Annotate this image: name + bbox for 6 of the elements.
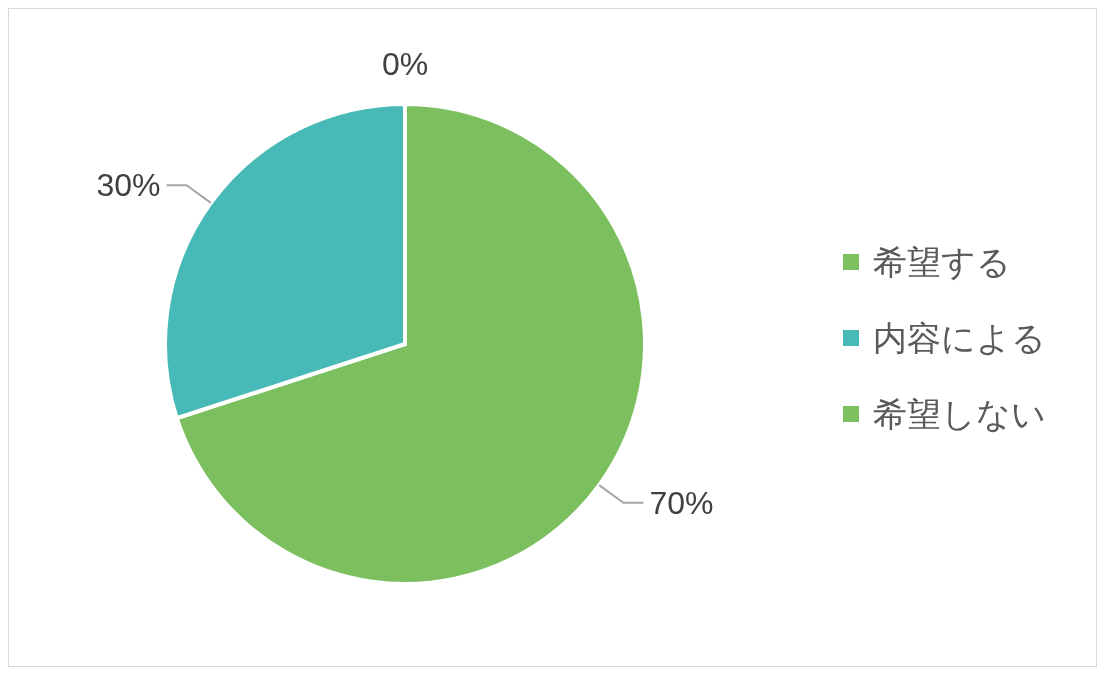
data-label: 70%: [649, 484, 714, 521]
legend-label: 内容による: [873, 316, 1046, 360]
text: 0%: [381, 46, 429, 82]
legend-label: 希望する: [873, 240, 1011, 284]
legend-label: 希望しない: [873, 392, 1046, 436]
data-label: 30%: [96, 167, 161, 204]
